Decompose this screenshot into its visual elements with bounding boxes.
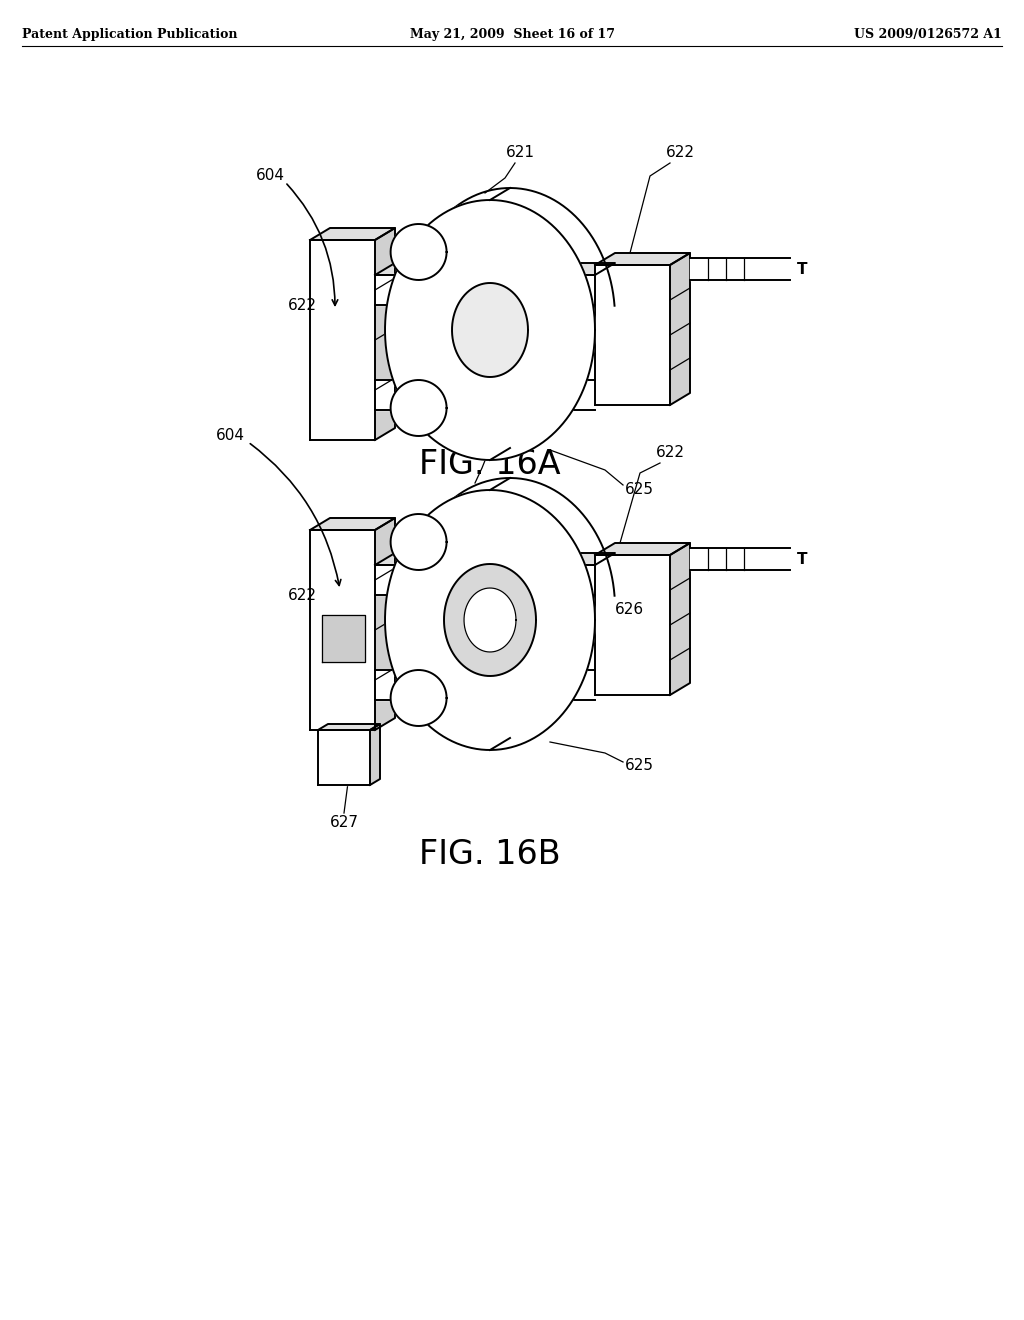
Text: 621: 621	[506, 145, 535, 160]
Polygon shape	[690, 548, 790, 570]
Polygon shape	[375, 380, 595, 411]
Text: 626: 626	[615, 602, 644, 618]
Text: 604: 604	[256, 168, 285, 182]
Polygon shape	[375, 517, 395, 730]
Text: FIG. 16B: FIG. 16B	[419, 838, 561, 871]
Polygon shape	[318, 730, 370, 785]
Polygon shape	[670, 253, 690, 405]
Polygon shape	[690, 257, 790, 280]
Polygon shape	[310, 517, 395, 531]
Text: US 2009/0126572 A1: US 2009/0126572 A1	[854, 28, 1002, 41]
Text: Patent Application Publication: Patent Application Publication	[22, 28, 238, 41]
Text: May 21, 2009  Sheet 16 of 17: May 21, 2009 Sheet 16 of 17	[410, 28, 614, 41]
Polygon shape	[595, 253, 690, 265]
Polygon shape	[390, 513, 446, 570]
Text: 622: 622	[655, 445, 684, 459]
Polygon shape	[310, 531, 375, 730]
Polygon shape	[385, 201, 595, 459]
Text: T: T	[797, 552, 808, 566]
Text: 627: 627	[330, 814, 358, 830]
Polygon shape	[318, 723, 380, 730]
Polygon shape	[375, 553, 615, 565]
Polygon shape	[595, 543, 690, 554]
Polygon shape	[375, 228, 395, 440]
Polygon shape	[390, 380, 446, 436]
Polygon shape	[390, 224, 446, 280]
Polygon shape	[670, 543, 690, 696]
Polygon shape	[595, 554, 670, 696]
Text: 622: 622	[666, 145, 694, 160]
Polygon shape	[444, 564, 536, 676]
Polygon shape	[310, 228, 395, 240]
Polygon shape	[370, 723, 380, 785]
Polygon shape	[375, 275, 595, 305]
Text: FIG. 16A: FIG. 16A	[419, 449, 561, 482]
Text: T: T	[797, 261, 808, 276]
Polygon shape	[452, 282, 528, 378]
Polygon shape	[375, 671, 595, 700]
Text: 622: 622	[288, 297, 317, 313]
Polygon shape	[390, 671, 446, 726]
Text: 625: 625	[625, 758, 654, 772]
Polygon shape	[385, 490, 595, 750]
Text: 622: 622	[288, 587, 317, 602]
Polygon shape	[375, 263, 615, 275]
Polygon shape	[322, 615, 365, 663]
Polygon shape	[595, 265, 670, 405]
Text: 604: 604	[215, 428, 245, 442]
Polygon shape	[310, 240, 375, 440]
Text: 621: 621	[470, 436, 500, 450]
Polygon shape	[464, 587, 516, 652]
Text: 625: 625	[625, 483, 654, 498]
Polygon shape	[375, 565, 595, 595]
